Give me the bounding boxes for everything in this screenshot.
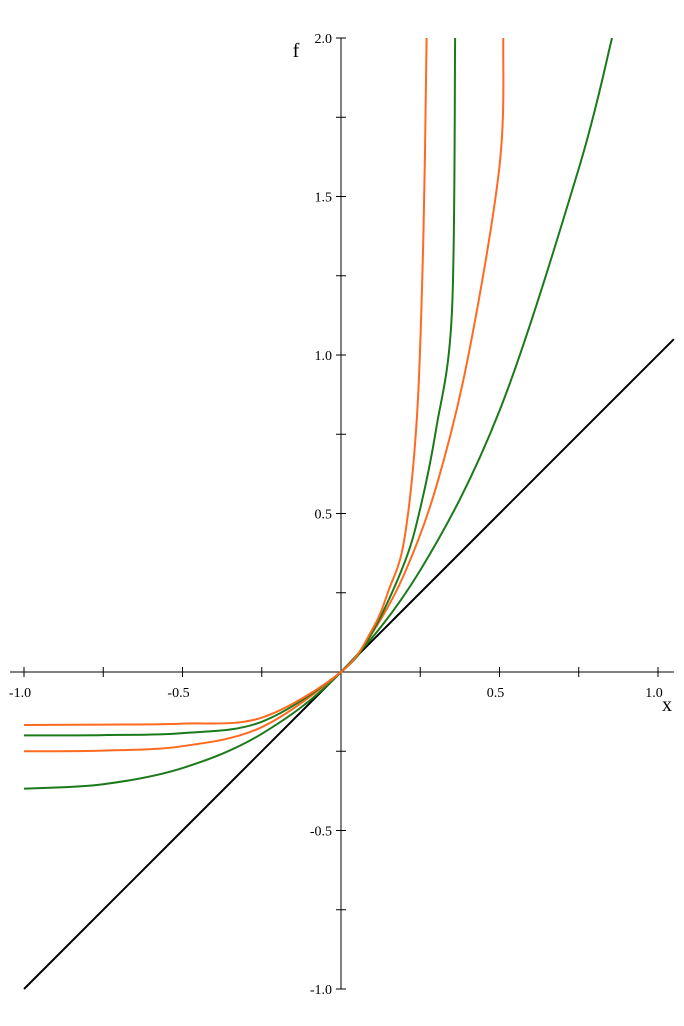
axes: -1.0 -0.5 0.5 1.0 -1.0 -0.5 0.5 1.0 1.5 2.0 bbox=[9, 32, 674, 998]
x-tick-label: -1.0 bbox=[9, 686, 31, 701]
y-tick-label: 1.0 bbox=[315, 349, 333, 364]
x-tick-label: 0.5 bbox=[487, 686, 505, 701]
x-axis-label: x bbox=[662, 694, 672, 716]
x-tick-label: -0.5 bbox=[167, 686, 189, 701]
y-tick-label: 0.5 bbox=[315, 508, 333, 523]
series-line-4 bbox=[23, 37, 457, 737]
y-axis-label: f bbox=[293, 40, 300, 62]
y-tick-label: -0.5 bbox=[310, 825, 332, 840]
series-layer bbox=[23, 37, 675, 990]
y-tick-label: 1.5 bbox=[315, 191, 333, 206]
series-line-2 bbox=[23, 37, 614, 790]
series-line-5 bbox=[23, 37, 428, 726]
y-tick-label: -1.0 bbox=[310, 983, 332, 998]
x-tick-label: 1.0 bbox=[645, 686, 663, 701]
series-line-3 bbox=[23, 37, 505, 753]
axis-ticks: -1.0 -0.5 0.5 1.0 -1.0 -0.5 0.5 1.0 1.5 2.0 bbox=[9, 32, 663, 998]
y-tick-label: 2.0 bbox=[315, 32, 333, 47]
